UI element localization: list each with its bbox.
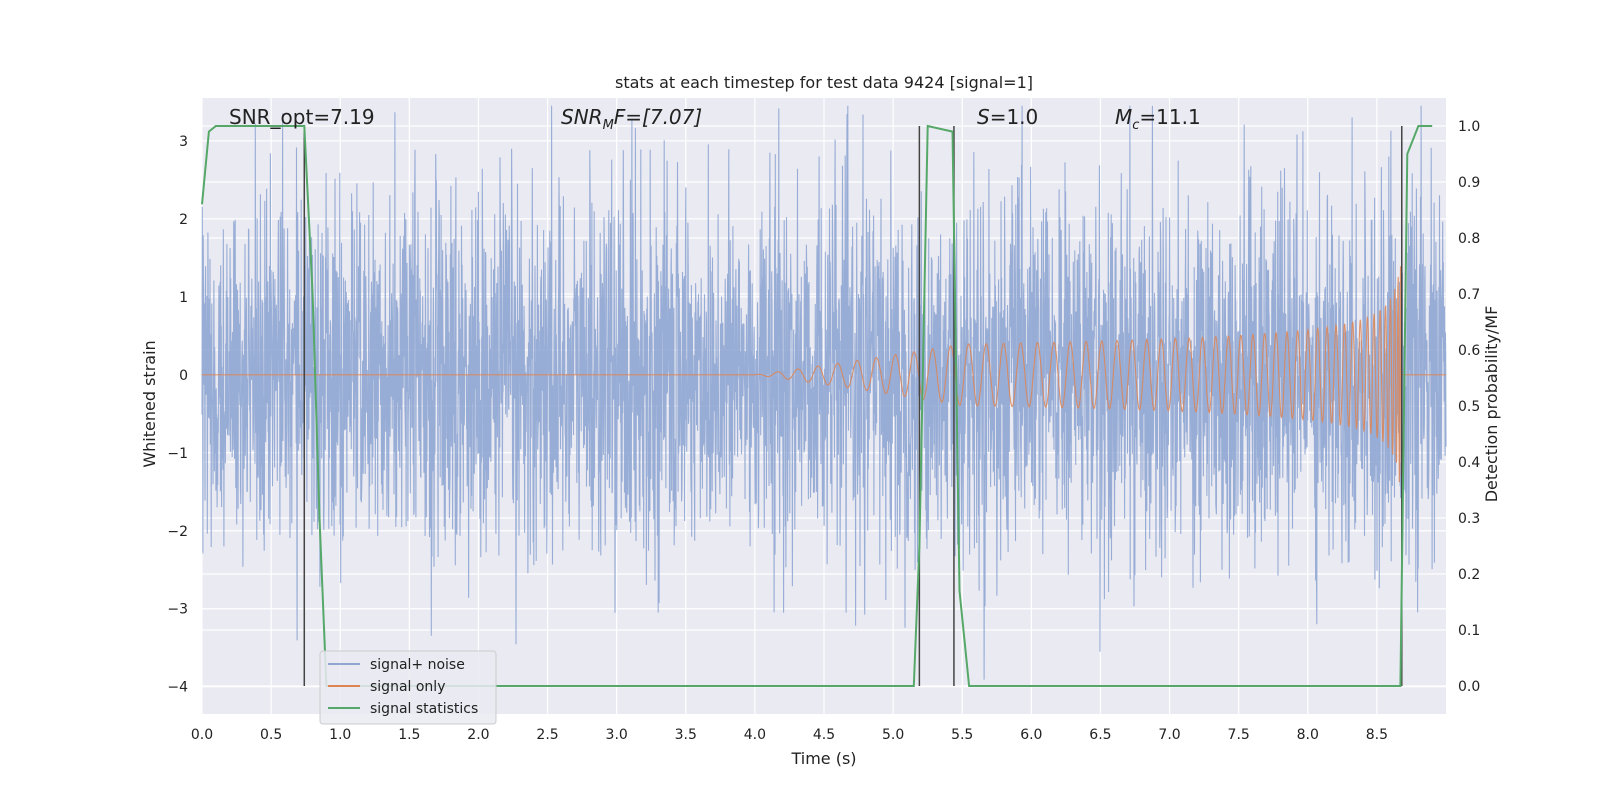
y-left-tick-label: −3	[167, 602, 188, 618]
y-left-tick-label: 1	[179, 290, 188, 306]
annotation-snr-mf: SNRMF=[7.07]	[561, 105, 702, 133]
y-right-tick-label: 0.5	[1458, 399, 1480, 415]
y-right-tick-labels: 0.0 0.1 0.2 0.3 0.4 0.5 0.6 0.7 0.8 0.9 1.0	[1458, 119, 1480, 695]
signal-only-series	[202, 266, 1446, 483]
annotation-snr-opt: SNR_opt=7.19	[229, 105, 375, 129]
legend: signal+ noise signal only signal statist…	[319, 650, 497, 725]
y-right-tick-label: 1.0	[1458, 119, 1480, 135]
x-tick-label: 4.0	[744, 727, 766, 743]
x-tick-label: 5.0	[882, 727, 904, 743]
legend-label-signal-noise: signal+ noise	[370, 657, 465, 673]
x-tick-label: 3.5	[675, 727, 697, 743]
x-tick-label: 7.5	[1228, 727, 1250, 743]
signal-noise-line	[201, 105, 1447, 680]
y-left-tick-label: −4	[167, 680, 188, 696]
x-axis-label: Time (s)	[790, 749, 856, 768]
y-left-tick-label: 3	[179, 134, 188, 150]
y-axis-label-left: Whitened strain	[140, 340, 159, 467]
y-right-tick-label: 0.6	[1458, 343, 1480, 359]
x-tick-label: 4.5	[813, 727, 835, 743]
y-left-tick-labels: −4 −3 −2 −1 0 1 2 3	[167, 134, 188, 696]
y-left-tick-label: 0	[179, 368, 188, 384]
y-right-tick-label: 0.4	[1458, 455, 1480, 471]
x-tick-label: 1.5	[398, 727, 420, 743]
signal-noise-series	[201, 105, 1447, 680]
x-tick-label: 3.0	[606, 727, 628, 743]
x-tick-label: 8.0	[1297, 727, 1319, 743]
x-tick-label: 6.5	[1089, 727, 1111, 743]
annotation-s: S=1.0	[977, 105, 1038, 129]
x-tick-label: 2.5	[536, 727, 558, 743]
x-tick-labels: 0.0 0.5 1.0 1.5 2.0 2.5 3.0 3.5 4.0 4.5 5.0 5.5 6.0 6…	[191, 727, 1388, 743]
legend-label-signal-statistics: signal statistics	[370, 701, 478, 717]
y-left-tick-label: −1	[167, 446, 188, 462]
y-right-tick-label: 0.8	[1458, 231, 1480, 247]
x-tick-label: 5.5	[951, 727, 973, 743]
x-tick-label: 0.5	[260, 727, 282, 743]
x-tick-label: 7.0	[1158, 727, 1180, 743]
y-left-tick-label: −2	[167, 524, 188, 540]
x-tick-label: 1.0	[329, 727, 351, 743]
legend-label-signal-only: signal only	[370, 679, 445, 695]
y-right-tick-label: 0.0	[1458, 679, 1480, 695]
x-tick-label: 0.0	[191, 727, 213, 743]
y-right-tick-label: 0.3	[1458, 511, 1480, 527]
signal-statistics-line	[201, 124, 1433, 687]
y-axis-label-right: Detection probability/MF	[1482, 306, 1501, 503]
chart-title: stats at each timestep for test data 942…	[615, 73, 1033, 92]
annotation-mc: Mc=11.1	[1115, 105, 1201, 133]
x-tick-label: 2.0	[467, 727, 489, 743]
y-right-tick-label: 0.7	[1458, 287, 1480, 303]
x-tick-label: 6.0	[1020, 727, 1042, 743]
x-tick-label: 8.5	[1366, 727, 1388, 743]
y-right-tick-label: 0.1	[1458, 623, 1480, 639]
y-left-tick-label: 2	[179, 212, 188, 228]
signal-only-line	[202, 266, 1446, 483]
y-right-tick-label: 0.9	[1458, 175, 1480, 191]
signal-statistics-series	[201, 124, 1433, 687]
y-right-tick-label: 0.2	[1458, 567, 1480, 583]
